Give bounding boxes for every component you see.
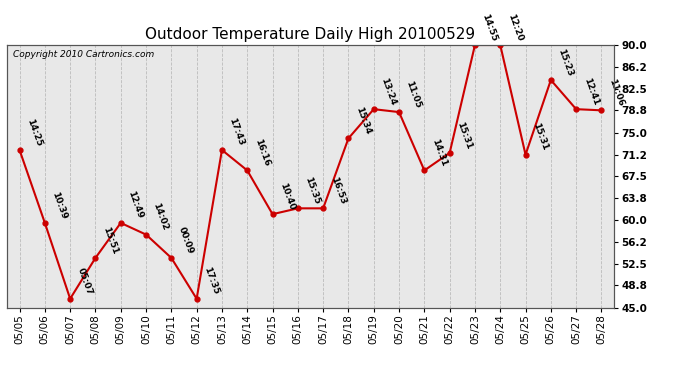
Text: 15:31: 15:31 (455, 120, 473, 150)
Text: 14:31: 14:31 (430, 138, 448, 168)
Text: 16:16: 16:16 (253, 138, 271, 168)
Text: 14:55: 14:55 (480, 12, 499, 42)
Text: 10:39: 10:39 (50, 190, 68, 220)
Text: 00:09: 00:09 (177, 225, 195, 255)
Text: 11:06: 11:06 (607, 78, 625, 108)
Text: 12:49: 12:49 (126, 190, 145, 220)
Text: 17:35: 17:35 (202, 266, 221, 296)
Text: 15:31: 15:31 (531, 122, 549, 152)
Text: 11:05: 11:05 (404, 80, 423, 109)
Text: 12:41: 12:41 (582, 76, 600, 106)
Text: 15:23: 15:23 (556, 47, 575, 77)
Text: 15:51: 15:51 (101, 225, 119, 255)
Text: 12:20: 12:20 (506, 12, 524, 42)
Text: 15:34: 15:34 (354, 105, 373, 135)
Title: Outdoor Temperature Daily High 20100529: Outdoor Temperature Daily High 20100529 (146, 27, 475, 42)
Text: 13:24: 13:24 (380, 76, 397, 106)
Text: Copyright 2010 Cartronics.com: Copyright 2010 Cartronics.com (13, 50, 155, 59)
Text: 16:53: 16:53 (328, 176, 347, 206)
Text: 14:25: 14:25 (25, 117, 43, 147)
Text: 14:02: 14:02 (152, 202, 170, 232)
Text: 15:35: 15:35 (304, 176, 322, 206)
Text: 17:43: 17:43 (228, 117, 246, 147)
Text: 05:07: 05:07 (76, 266, 94, 296)
Text: 10:40: 10:40 (278, 182, 296, 212)
